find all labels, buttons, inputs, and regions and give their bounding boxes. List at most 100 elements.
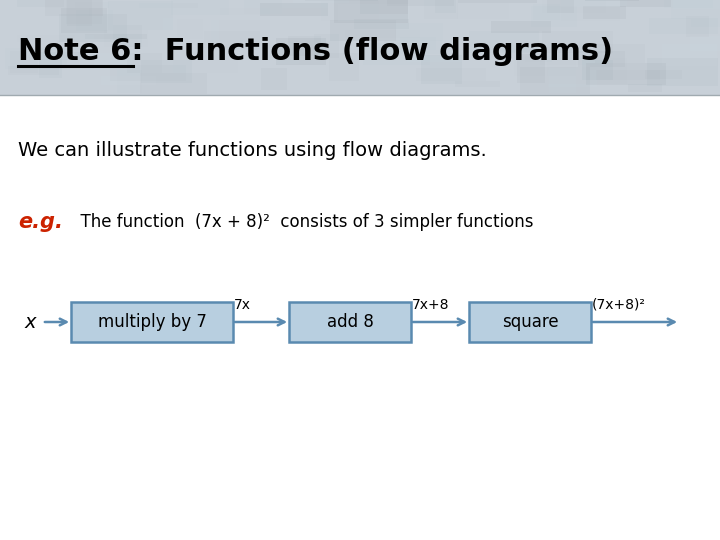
FancyBboxPatch shape [17,0,64,7]
FancyBboxPatch shape [330,21,396,41]
FancyBboxPatch shape [76,10,113,31]
FancyBboxPatch shape [61,8,107,32]
FancyBboxPatch shape [211,19,271,49]
FancyBboxPatch shape [39,59,62,78]
FancyBboxPatch shape [0,0,720,95]
FancyBboxPatch shape [171,0,229,15]
FancyBboxPatch shape [586,63,666,85]
FancyBboxPatch shape [395,23,444,40]
Text: e.g.: e.g. [18,212,63,232]
FancyBboxPatch shape [387,0,454,6]
Text: The function  (7x + 8)²  consists of 3 simpler functions: The function (7x + 8)² consists of 3 sim… [70,213,534,231]
FancyBboxPatch shape [260,3,328,16]
FancyBboxPatch shape [647,58,718,85]
FancyBboxPatch shape [400,37,436,50]
FancyBboxPatch shape [15,8,89,17]
FancyBboxPatch shape [541,43,602,65]
FancyBboxPatch shape [138,36,204,65]
FancyBboxPatch shape [384,40,442,54]
FancyBboxPatch shape [662,44,717,66]
FancyBboxPatch shape [262,28,321,55]
FancyBboxPatch shape [469,31,539,53]
FancyBboxPatch shape [5,48,67,69]
FancyBboxPatch shape [363,43,430,65]
FancyBboxPatch shape [261,69,287,90]
FancyBboxPatch shape [108,1,173,30]
Text: We can illustrate functions using flow diagrams.: We can illustrate functions using flow d… [18,140,487,159]
FancyBboxPatch shape [582,60,613,80]
FancyBboxPatch shape [673,0,720,9]
FancyBboxPatch shape [549,68,576,93]
FancyBboxPatch shape [436,0,456,14]
FancyBboxPatch shape [76,2,109,8]
FancyBboxPatch shape [533,4,560,21]
FancyBboxPatch shape [21,35,94,57]
FancyBboxPatch shape [276,38,326,65]
FancyBboxPatch shape [665,0,713,8]
FancyBboxPatch shape [338,4,409,22]
FancyBboxPatch shape [35,52,86,59]
FancyBboxPatch shape [305,0,378,1]
FancyBboxPatch shape [649,18,718,34]
Text: Note 6:  Functions (flow diagrams): Note 6: Functions (flow diagrams) [18,37,613,66]
Text: (7x+8)²: (7x+8)² [592,298,646,312]
Text: x: x [24,313,36,332]
FancyBboxPatch shape [561,0,627,7]
FancyBboxPatch shape [458,0,537,3]
FancyBboxPatch shape [186,66,235,82]
FancyBboxPatch shape [243,0,282,14]
FancyBboxPatch shape [293,0,349,3]
FancyBboxPatch shape [45,0,102,16]
FancyBboxPatch shape [334,0,408,23]
FancyBboxPatch shape [288,37,321,56]
FancyBboxPatch shape [547,58,626,84]
Text: 7x: 7x [234,298,251,312]
FancyBboxPatch shape [464,21,531,42]
FancyBboxPatch shape [360,0,408,14]
FancyBboxPatch shape [86,34,146,39]
Text: 7x+8: 7x+8 [412,298,449,312]
FancyBboxPatch shape [102,76,156,85]
FancyBboxPatch shape [547,0,575,12]
FancyBboxPatch shape [577,51,625,67]
FancyBboxPatch shape [629,9,665,23]
FancyBboxPatch shape [595,70,660,80]
FancyBboxPatch shape [671,0,720,19]
FancyBboxPatch shape [420,55,462,84]
FancyBboxPatch shape [531,6,577,26]
FancyBboxPatch shape [525,56,552,62]
FancyBboxPatch shape [110,65,186,81]
FancyBboxPatch shape [140,73,207,94]
FancyBboxPatch shape [314,34,338,58]
FancyBboxPatch shape [59,14,127,42]
FancyBboxPatch shape [127,53,162,72]
FancyBboxPatch shape [163,18,219,45]
FancyBboxPatch shape [71,302,233,342]
FancyBboxPatch shape [456,0,509,18]
Text: multiply by 7: multiply by 7 [98,313,207,331]
FancyBboxPatch shape [25,45,73,55]
FancyBboxPatch shape [598,60,621,73]
FancyBboxPatch shape [520,67,590,93]
FancyBboxPatch shape [117,70,143,93]
Text: add 8: add 8 [327,313,374,331]
FancyBboxPatch shape [66,0,102,24]
FancyBboxPatch shape [492,21,551,33]
FancyBboxPatch shape [680,1,720,10]
FancyBboxPatch shape [289,302,411,342]
FancyBboxPatch shape [141,59,192,83]
FancyBboxPatch shape [259,42,291,50]
FancyBboxPatch shape [94,53,132,69]
FancyBboxPatch shape [256,42,300,64]
FancyBboxPatch shape [469,302,591,342]
FancyBboxPatch shape [582,6,626,18]
FancyBboxPatch shape [455,81,500,87]
FancyBboxPatch shape [690,36,720,51]
FancyBboxPatch shape [517,55,545,83]
FancyBboxPatch shape [39,59,79,69]
Text: square: square [502,313,558,331]
FancyBboxPatch shape [354,19,409,29]
FancyBboxPatch shape [621,0,671,8]
FancyBboxPatch shape [40,47,93,60]
FancyBboxPatch shape [279,0,337,8]
